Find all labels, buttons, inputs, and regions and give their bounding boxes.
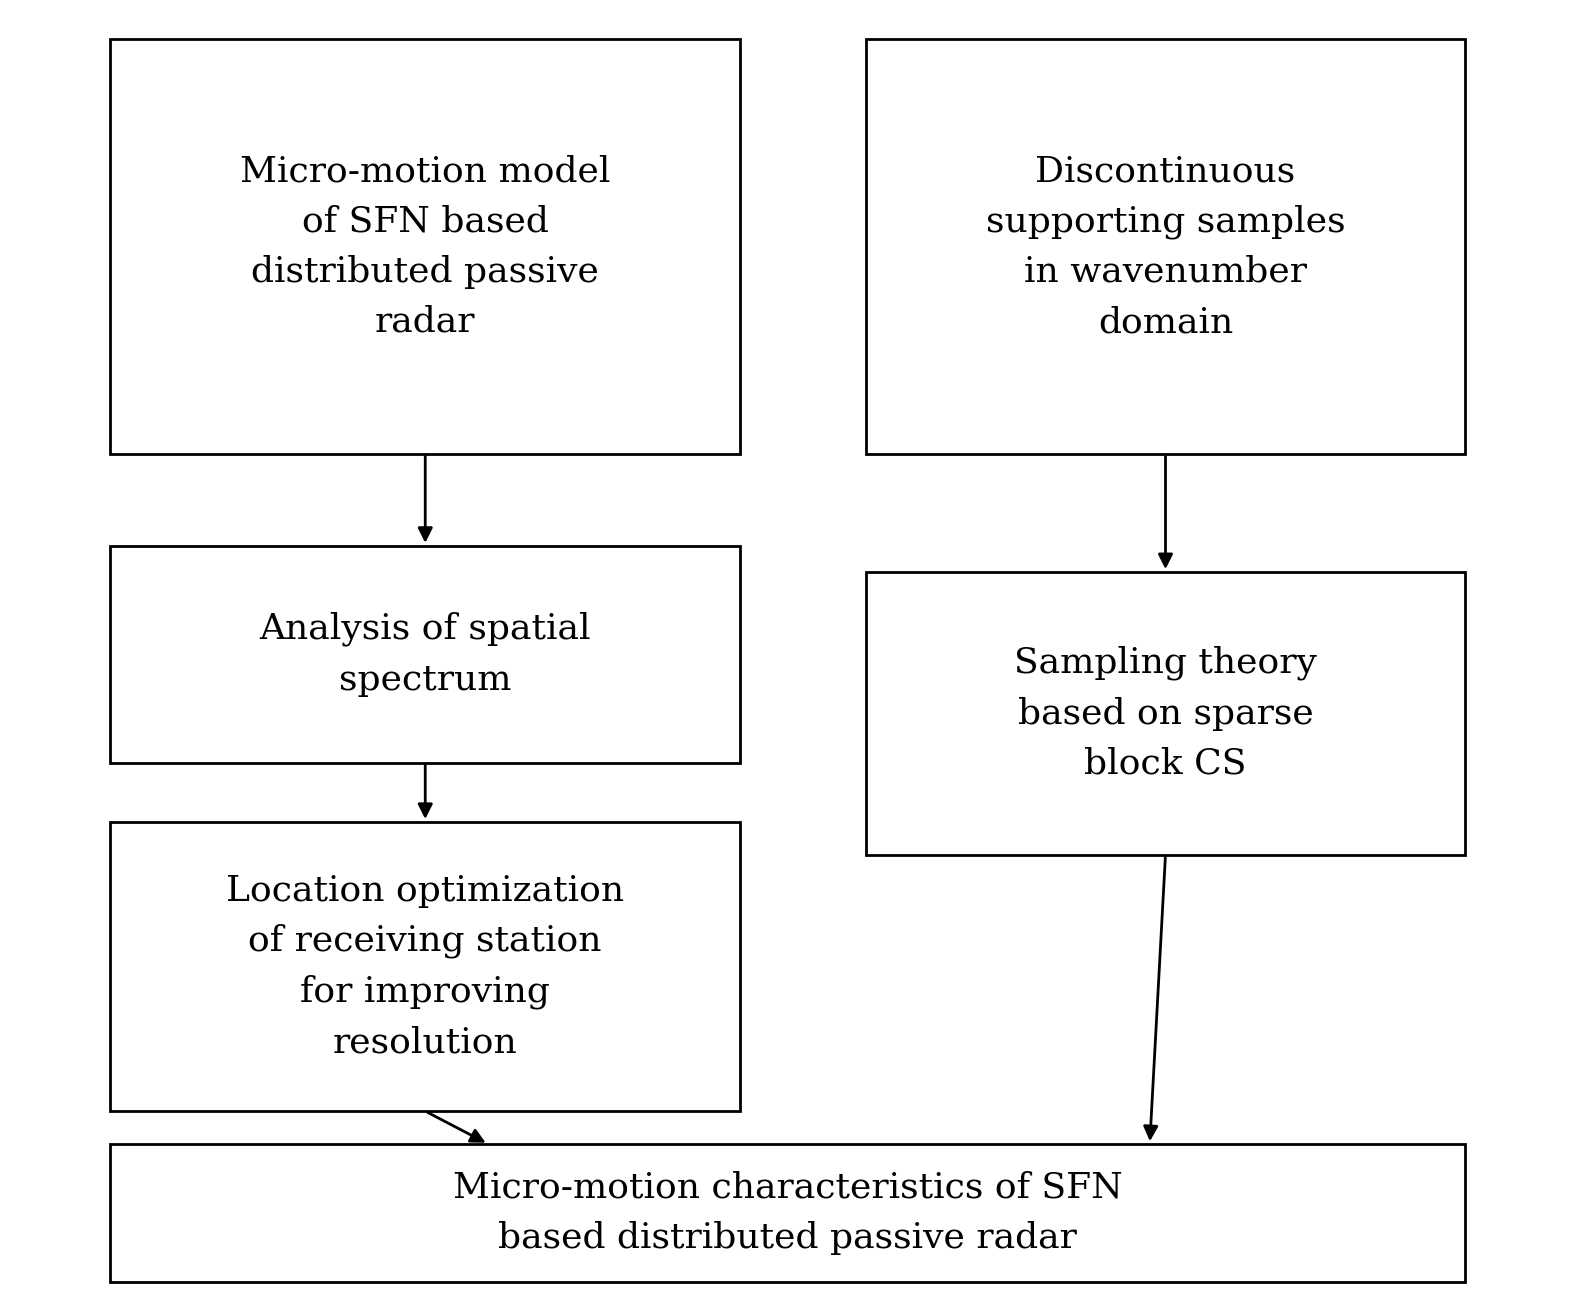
Text: Sampling theory
based on sparse
block CS: Sampling theory based on sparse block CS (1014, 646, 1317, 781)
Bar (110, 1144, 1465, 1282)
Bar (866, 572, 1465, 855)
Text: Location optimization
of receiving station
for improving
resolution: Location optimization of receiving stati… (227, 873, 624, 1060)
Text: Discontinuous
supporting samples
in wavenumber
domain: Discontinuous supporting samples in wave… (986, 154, 1345, 339)
Bar (110, 822, 740, 1111)
Bar (110, 39, 740, 454)
Text: Micro-motion model
of SFN based
distributed passive
radar: Micro-motion model of SFN based distribu… (239, 154, 611, 339)
Text: Micro-motion characteristics of SFN
based distributed passive radar: Micro-motion characteristics of SFN base… (452, 1170, 1123, 1256)
Text: Analysis of spatial
spectrum: Analysis of spatial spectrum (260, 611, 591, 697)
Bar (866, 39, 1465, 454)
Bar (110, 546, 740, 763)
